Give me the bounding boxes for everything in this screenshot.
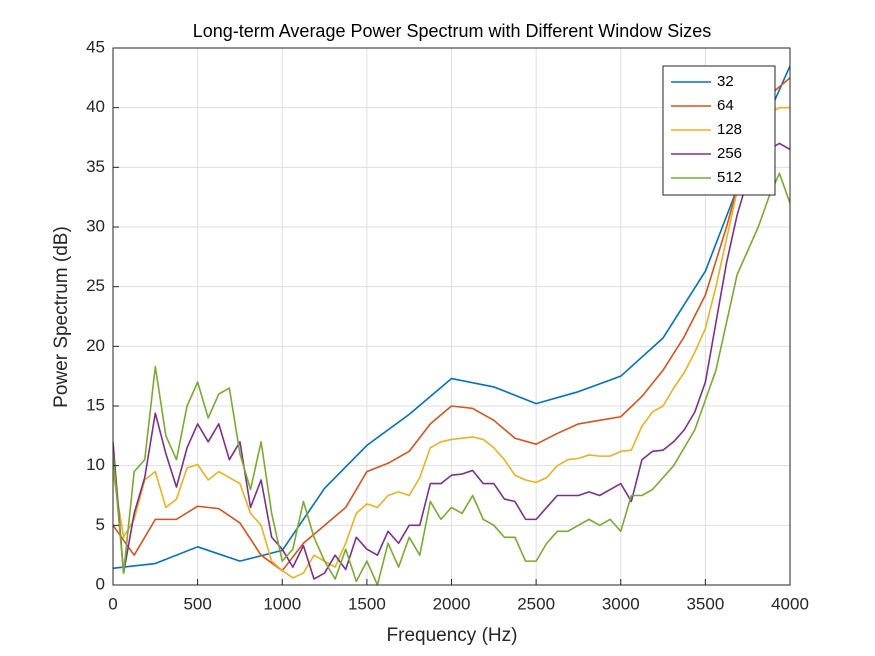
legend-label: 256 xyxy=(717,145,742,162)
x-tick-label: 3500 xyxy=(686,594,724,613)
x-tick-label: 3000 xyxy=(602,594,640,613)
legend-label: 128 xyxy=(717,121,742,138)
y-tick-label: 25 xyxy=(86,276,105,295)
y-tick-label: 15 xyxy=(86,395,105,414)
y-tick-label: 0 xyxy=(96,574,105,593)
legend-label: 512 xyxy=(717,169,742,186)
x-tick-label: 1000 xyxy=(263,594,301,613)
chart-title: Long-term Average Power Spectrum with Di… xyxy=(193,21,712,41)
x-tick-label: 500 xyxy=(183,594,211,613)
series-line xyxy=(113,106,790,579)
series-line xyxy=(113,77,790,572)
y-tick-label: 40 xyxy=(86,97,105,116)
y-axis-label: Power Spectrum (dB) xyxy=(51,226,72,408)
x-tick-label: 0 xyxy=(108,594,117,613)
y-tick-label: 5 xyxy=(96,515,105,534)
legend-label: 64 xyxy=(717,97,734,114)
y-tick-label: 30 xyxy=(86,216,105,235)
series-line xyxy=(113,172,790,585)
y-tick-label: 10 xyxy=(86,455,105,474)
series-line xyxy=(113,65,790,570)
y-tick-label: 45 xyxy=(86,37,105,56)
series-line xyxy=(113,142,790,580)
y-tick-label: 35 xyxy=(86,157,105,176)
y-tick-label: 20 xyxy=(86,336,105,355)
x-tick-label: 1500 xyxy=(348,594,386,613)
x-tick-label: 4000 xyxy=(771,594,809,613)
legend: 32 64 128 256 512 xyxy=(662,65,776,196)
legend-label: 32 xyxy=(717,73,734,90)
x-axis-label: Frequency (Hz) xyxy=(387,625,518,646)
x-tick-label: 2500 xyxy=(517,594,555,613)
x-tick-label: 2000 xyxy=(433,594,471,613)
